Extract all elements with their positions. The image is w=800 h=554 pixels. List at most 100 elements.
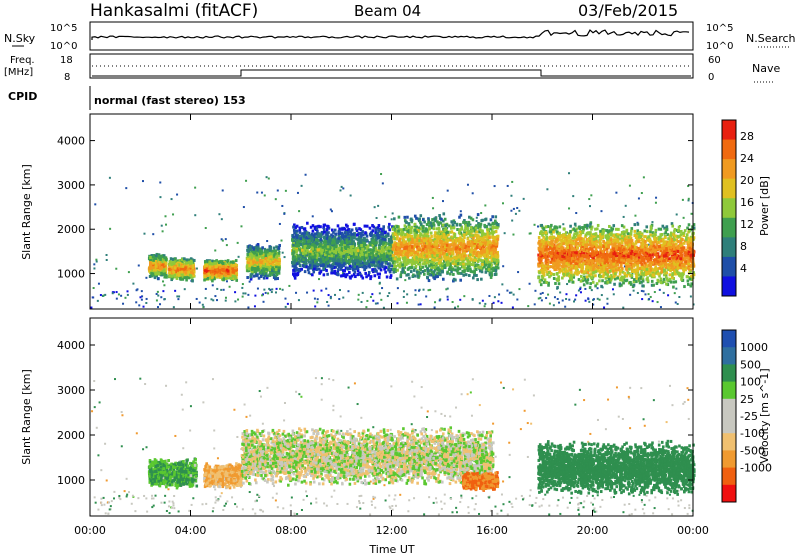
backscatter-cell — [294, 226, 297, 230]
scatter-cell — [568, 172, 571, 175]
scatter-cell — [446, 189, 449, 192]
backscatter-cell — [358, 238, 362, 242]
backscatter-cell — [270, 253, 273, 257]
scatter-cell — [615, 191, 618, 194]
backscatter-cell — [329, 264, 332, 268]
backscatter-cell — [168, 265, 172, 269]
backscatter-cell — [208, 260, 212, 264]
scatter-cell — [574, 224, 577, 227]
backscatter-cell — [375, 259, 379, 263]
ground-cell — [237, 298, 240, 301]
backscatter-cell — [442, 227, 445, 231]
backscatter-cell — [319, 259, 322, 263]
backscatter-cell — [356, 238, 360, 242]
backscatter-cell — [275, 270, 279, 274]
backscatter-cell — [268, 273, 272, 277]
backscatter-cell — [459, 228, 462, 232]
ground-cell — [326, 300, 329, 303]
backscatter-cell — [350, 258, 354, 262]
backscatter-cell — [372, 236, 375, 240]
ground-cell — [270, 291, 273, 294]
backscatter-cell — [436, 261, 439, 265]
ground-cell — [155, 299, 158, 302]
backscatter-cell — [186, 271, 189, 275]
backscatter-cell — [272, 263, 275, 267]
scatter-cell — [588, 198, 591, 201]
backscatter-cell — [309, 225, 313, 229]
backscatter-cell — [386, 246, 389, 250]
scatter-cell — [655, 196, 658, 199]
ground-cell — [587, 298, 590, 301]
ground-cell — [111, 291, 114, 294]
backscatter-cell — [371, 248, 375, 252]
backscatter-cell — [357, 235, 361, 239]
backscatter-cell — [266, 265, 269, 269]
scatter-cell — [381, 182, 384, 185]
backscatter-cell — [332, 230, 335, 234]
ground-cell — [640, 289, 643, 292]
backscatter-cell — [488, 242, 492, 246]
backscatter-cell — [348, 230, 351, 234]
backscatter-cell — [417, 249, 420, 253]
ground-cell — [511, 306, 514, 309]
backscatter-cell — [390, 255, 394, 259]
backscatter-cell — [489, 265, 493, 269]
backscatter-cell — [149, 257, 153, 261]
backscatter-cell — [355, 227, 358, 231]
ground-cell — [126, 293, 129, 296]
backscatter-cell — [228, 261, 231, 265]
backscatter-cell — [356, 273, 360, 277]
scatter-cell — [388, 292, 391, 295]
scatter-cell — [541, 291, 544, 294]
backscatter-cell — [399, 261, 403, 265]
ground-cell — [414, 289, 417, 292]
backscatter-cell — [218, 268, 222, 272]
backscatter-cell — [372, 246, 376, 250]
backscatter-cell — [255, 253, 259, 257]
backscatter-cell — [333, 250, 336, 254]
scatter-cell — [152, 233, 155, 236]
backscatter-cell — [436, 268, 440, 272]
backscatter-cell — [318, 234, 322, 238]
backscatter-cell — [389, 257, 393, 261]
backscatter-cell — [437, 223, 441, 227]
backscatter-cell — [480, 277, 483, 281]
backscatter-cell — [294, 272, 297, 276]
backscatter-cell — [363, 246, 366, 250]
backscatter-cell — [382, 251, 386, 255]
ground-cell — [425, 295, 428, 298]
backscatter-cell — [352, 222, 356, 226]
backscatter-cell — [373, 263, 376, 267]
scatter-cell — [265, 176, 268, 179]
backscatter-cell — [320, 251, 324, 255]
backscatter-cell — [295, 237, 299, 241]
backscatter-cell — [322, 248, 326, 252]
backscatter-cell — [176, 271, 179, 275]
backscatter-cell — [437, 261, 441, 265]
backscatter-cell — [435, 264, 438, 268]
backscatter-cell — [249, 277, 253, 281]
backscatter-cell — [263, 247, 267, 251]
backscatter-cell — [318, 242, 321, 246]
backscatter-cell — [383, 255, 387, 259]
backscatter-cell — [164, 258, 168, 262]
scatter-cell — [373, 206, 376, 209]
backscatter-cell — [291, 238, 294, 242]
backscatter-cell — [296, 239, 300, 243]
ground-cell — [210, 298, 213, 301]
backscatter-cell — [210, 271, 214, 275]
backscatter-cell — [275, 273, 279, 277]
ground-cell — [478, 302, 481, 305]
backscatter-cell — [317, 267, 321, 271]
backscatter-cell — [303, 264, 307, 268]
scatter-cell — [281, 204, 284, 207]
backscatter-cell — [353, 256, 357, 260]
backscatter-cell — [355, 237, 359, 241]
backscatter-cell — [360, 250, 363, 254]
backscatter-cell — [204, 274, 207, 278]
backscatter-cell — [229, 267, 232, 271]
scatter-cell — [95, 260, 98, 263]
backscatter-cell — [322, 226, 325, 230]
backscatter-cell — [277, 266, 281, 270]
backscatter-cell — [291, 257, 295, 261]
